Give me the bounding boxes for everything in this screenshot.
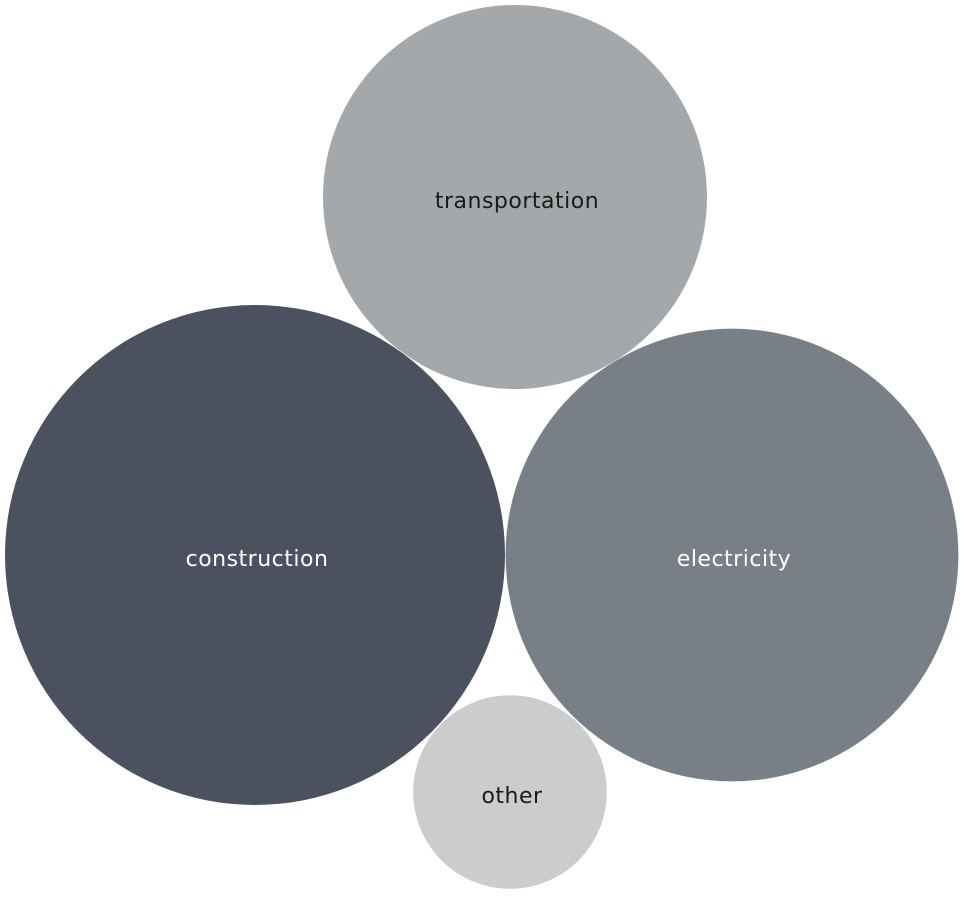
bubble-other: other (413, 695, 607, 889)
bubble-electricity: electricity (505, 328, 959, 782)
bubble-circle-electricity (505, 328, 959, 782)
bubble-circle-construction (5, 305, 505, 805)
bubble-circle-other (413, 695, 607, 889)
bubble-circle-transportation (323, 5, 707, 389)
bubble-construction: construction (5, 305, 505, 805)
bubble-label-transportation: transportation (435, 189, 599, 214)
bubble-label-electricity: electricity (677, 547, 791, 572)
bubble-transportation: transportation (323, 5, 707, 389)
bubble-label-construction: construction (186, 547, 329, 572)
bubble-label-other: other (481, 784, 543, 809)
